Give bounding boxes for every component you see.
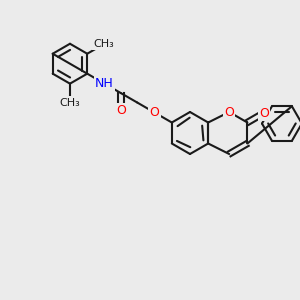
Text: O: O — [224, 106, 234, 118]
Text: CH₃: CH₃ — [60, 98, 80, 108]
Text: CH₃: CH₃ — [93, 39, 114, 49]
Text: NH: NH — [95, 77, 114, 90]
Text: O: O — [259, 106, 269, 119]
Text: O: O — [116, 104, 126, 118]
Text: O: O — [150, 106, 160, 119]
